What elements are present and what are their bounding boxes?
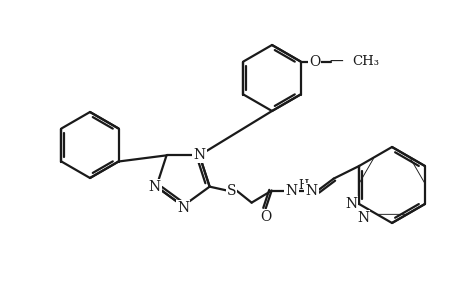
Text: CH₃: CH₃ — [352, 55, 379, 68]
Text: N: N — [305, 184, 317, 198]
Text: S: S — [226, 184, 236, 198]
Text: O: O — [308, 55, 319, 68]
Text: N: N — [356, 211, 368, 225]
Text: —: — — [329, 55, 343, 68]
Text: N: N — [344, 197, 356, 211]
Text: H: H — [298, 179, 308, 192]
Text: N: N — [193, 148, 205, 162]
Text: N: N — [148, 180, 160, 194]
Text: N: N — [177, 201, 189, 215]
Text: N: N — [285, 184, 297, 198]
Text: O: O — [259, 210, 271, 224]
